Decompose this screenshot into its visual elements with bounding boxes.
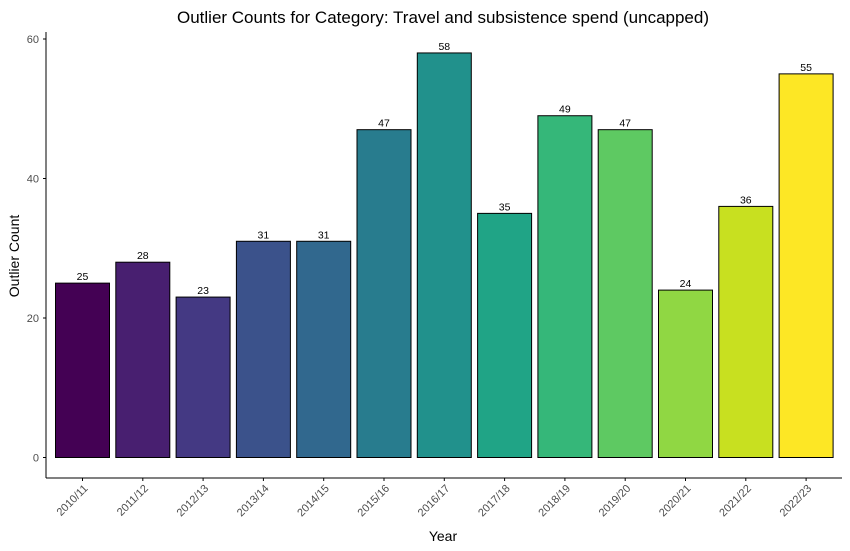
bar-value-label: 31 (258, 229, 270, 241)
bar (416, 52, 472, 458)
x-tick-label: 2020/21 (657, 483, 694, 520)
bar (115, 261, 171, 459)
y-tick-label: 20 (27, 313, 39, 325)
bar (778, 73, 834, 458)
x-tick-label: 2015/16 (356, 483, 393, 520)
plot-area: 0 20 40 60 25 28 23 31 31 47 58 35 49 47 24 36 55 2010/… (27, 32, 842, 519)
bar-value-label: 31 (318, 229, 330, 241)
x-tick-label: 2011/12 (115, 483, 151, 519)
x-tick-label: 2014/15 (295, 483, 332, 520)
chart-title: Outlier Counts for Category: Travel and … (177, 8, 709, 27)
bar-value-label: 23 (197, 285, 209, 297)
x-tick-label: 2012/13 (175, 483, 212, 520)
bar (477, 212, 533, 458)
y-tick-label: 40 (27, 174, 39, 186)
x-tick-label: 2013/14 (235, 483, 272, 520)
bar (55, 282, 110, 458)
bar-value-label: 49 (559, 104, 571, 116)
y-axis-ticks: 0 20 40 60 (27, 34, 46, 465)
y-tick-label: 0 (33, 453, 39, 465)
bars (55, 52, 834, 459)
x-tick-label: 2022/23 (778, 483, 815, 520)
x-tick-label: 2019/20 (597, 483, 634, 520)
bar-value-label: 24 (680, 278, 692, 290)
y-axis-title: Outlier Count (6, 215, 22, 298)
y-tick-label: 60 (27, 34, 39, 46)
x-tick-label: 2018/19 (536, 483, 573, 520)
bar-value-label: 55 (800, 62, 812, 74)
bar (718, 205, 774, 458)
bar-value-label: 36 (740, 194, 752, 206)
bar (175, 296, 231, 459)
bar-value-label: 28 (137, 250, 149, 262)
data-labels: 25 28 23 31 31 47 58 35 49 47 24 36 55 (77, 41, 812, 297)
x-tick-label: 2017/18 (476, 483, 513, 520)
bar (537, 115, 593, 458)
x-tick-label: 2010/11 (55, 483, 91, 519)
bar (356, 129, 412, 459)
bar-value-label: 35 (499, 201, 511, 213)
bar-value-label: 47 (619, 118, 631, 130)
x-axis-ticks: 2010/11 2011/12 2012/13 2013/14 2014/15 2015/… (55, 478, 815, 520)
bar (597, 129, 653, 459)
bar-value-label: 58 (438, 41, 450, 53)
bar (296, 240, 352, 458)
x-tick-label: 2016/17 (416, 483, 453, 520)
x-tick-label: 2021/22 (717, 483, 754, 520)
bar (235, 240, 291, 458)
bar (658, 289, 713, 458)
bar-value-label: 47 (378, 118, 390, 130)
bar-value-label: 25 (77, 271, 89, 283)
x-axis-title: Year (429, 528, 458, 544)
